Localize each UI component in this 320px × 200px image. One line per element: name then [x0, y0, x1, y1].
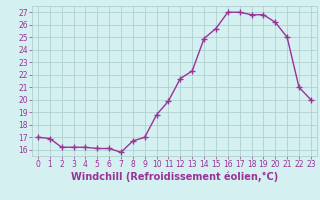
X-axis label: Windchill (Refroidissement éolien,°C): Windchill (Refroidissement éolien,°C) [71, 172, 278, 182]
